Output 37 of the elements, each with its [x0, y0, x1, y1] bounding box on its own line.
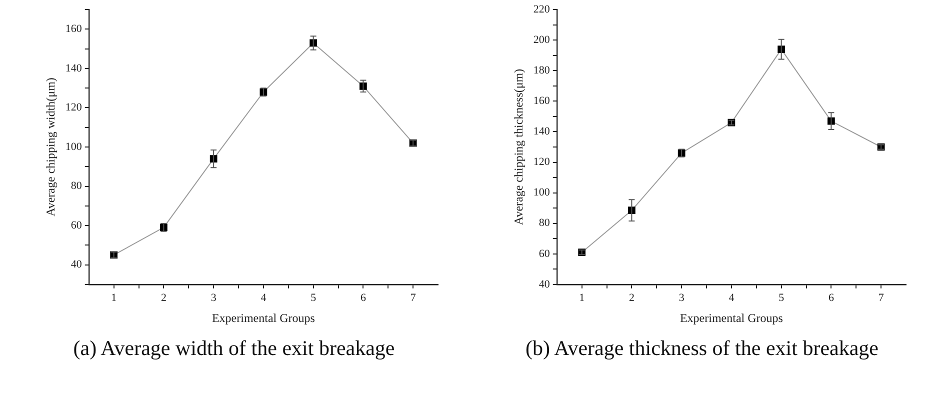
x-tick-label: 1 [579, 292, 585, 304]
y-tick-label: 140 [533, 126, 550, 138]
x-tick-label: 4 [728, 292, 735, 304]
y-tick-label: 220 [533, 3, 550, 16]
x-tick-label: 4 [260, 292, 267, 304]
x-axis-title: Experimental Groups [212, 310, 316, 325]
y-tick-label: 160 [65, 23, 82, 36]
x-axis-title: Experimental Groups [680, 310, 784, 325]
y-tick-label: 180 [533, 64, 550, 77]
x-tick-label: 7 [878, 292, 884, 304]
x-tick-label: 3 [210, 292, 217, 304]
y-tick-label: 160 [533, 95, 550, 108]
y-tick-label: 60 [538, 248, 550, 260]
y-tick-label: 200 [533, 34, 550, 46]
x-tick-label: 2 [160, 292, 166, 304]
y-tick-label: 100 [533, 186, 550, 199]
y-tick-label: 40 [538, 278, 550, 290]
y-tick-label: 40 [70, 258, 82, 271]
x-tick-label: 6 [828, 292, 834, 304]
y-axis-title: Average chipping thickness(μm) [511, 68, 526, 226]
y-tick-label: 120 [533, 156, 550, 168]
x-tick-label: 6 [360, 292, 366, 304]
y-tick-label: 80 [538, 217, 550, 230]
y-axis-title: Average chipping width(μm) [43, 78, 58, 216]
text: (b) Average thickness of the exit breakage [524, 336, 880, 361]
text: (a) Average width of the exit breakage [72, 336, 396, 361]
x-tick-label: 3 [678, 292, 685, 304]
x-tick-label: 1 [111, 292, 117, 304]
x-tick-label: 5 [310, 292, 317, 304]
x-tick-label: 2 [628, 292, 634, 304]
x-tick-label: 5 [778, 292, 785, 304]
y-tick-label: 60 [70, 219, 82, 232]
y-tick-label: 80 [70, 180, 82, 192]
y-tick-label: 100 [65, 140, 82, 153]
y-tick-label: 140 [65, 62, 82, 74]
y-tick-label: 120 [65, 102, 82, 114]
x-tick-label: 7 [410, 292, 416, 304]
